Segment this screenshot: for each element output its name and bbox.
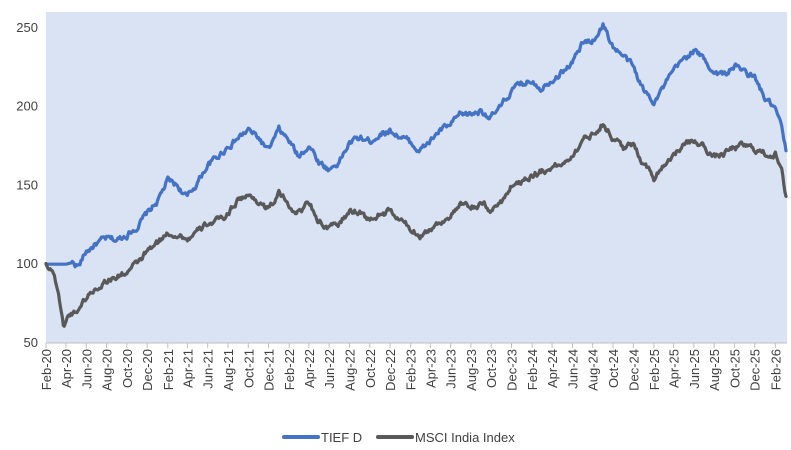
x-tick-label: Oct-21 bbox=[241, 349, 256, 388]
plot-area bbox=[46, 12, 787, 343]
y-tick-label: 50 bbox=[24, 335, 38, 350]
x-tick-label: Aug-25 bbox=[707, 349, 722, 391]
x-tick-label: Jun-22 bbox=[322, 349, 337, 389]
x-tick-label: Aug-23 bbox=[464, 349, 479, 391]
legend-label: MSCI India Index bbox=[415, 430, 515, 445]
x-tick-label: Jun-21 bbox=[201, 349, 216, 389]
x-axis: Feb-20 Apr-20 Jun-20 Aug-20 Oct-20 Dec-20 Feb-… bbox=[39, 342, 787, 391]
x-tick-label: Oct-23 bbox=[484, 349, 499, 388]
x-tick-label: Jun-25 bbox=[687, 349, 702, 389]
legend: TIEF D MSCI India Index bbox=[282, 430, 515, 445]
series-line-0 bbox=[44, 22, 788, 269]
x-tick-label: Dec-22 bbox=[383, 349, 398, 391]
x-tick-label: Apr-21 bbox=[180, 349, 195, 388]
x-tick-label: Feb-23 bbox=[404, 349, 419, 390]
x-tick-label: Jun-23 bbox=[444, 349, 459, 389]
x-tick-label: Feb-26 bbox=[768, 349, 783, 390]
x-tick-label: Oct-22 bbox=[363, 349, 378, 388]
x-tick-label: Feb-24 bbox=[525, 349, 540, 390]
x-tick-label: Dec-20 bbox=[140, 349, 155, 391]
series-line-1 bbox=[44, 123, 788, 328]
x-tick-label: Feb-25 bbox=[647, 349, 662, 390]
x-tick-label: Oct-20 bbox=[120, 349, 135, 388]
x-tick-label: Oct-24 bbox=[606, 349, 621, 388]
x-tick-label: Apr-22 bbox=[302, 349, 317, 388]
x-tick-label: Apr-20 bbox=[59, 349, 74, 388]
x-tick-label: Dec-21 bbox=[262, 349, 277, 391]
x-tick-label: Jun-24 bbox=[565, 349, 580, 389]
x-tick-label: Aug-21 bbox=[221, 349, 236, 391]
legend-label: TIEF D bbox=[321, 430, 362, 445]
x-tick-label: Apr-24 bbox=[545, 349, 560, 388]
x-tick-label: Dec-24 bbox=[626, 349, 641, 391]
x-tick-label: Feb-21 bbox=[161, 349, 176, 390]
x-tick-label: Apr-25 bbox=[667, 349, 682, 388]
y-tick-label: 100 bbox=[16, 256, 38, 271]
x-tick-label: Aug-22 bbox=[342, 349, 357, 391]
x-tick-label: Apr-23 bbox=[423, 349, 438, 388]
x-tick-label: Jun-20 bbox=[79, 349, 94, 389]
series-layer bbox=[44, 22, 788, 328]
x-tick-label: Oct-25 bbox=[727, 349, 742, 388]
x-tick-label: Feb-20 bbox=[39, 349, 54, 390]
x-tick-label: Dec-25 bbox=[748, 349, 763, 391]
x-tick-label: Aug-24 bbox=[586, 349, 601, 391]
y-tick-label: 150 bbox=[16, 177, 38, 192]
y-tick-label: 250 bbox=[16, 20, 38, 35]
y-tick-label: 200 bbox=[16, 99, 38, 114]
x-tick-label: Aug-20 bbox=[100, 349, 115, 391]
x-tick-label: Feb-22 bbox=[282, 349, 297, 390]
x-tick-label: Dec-23 bbox=[504, 349, 519, 391]
y-axis: 50 100 150 200 250 bbox=[16, 20, 38, 350]
